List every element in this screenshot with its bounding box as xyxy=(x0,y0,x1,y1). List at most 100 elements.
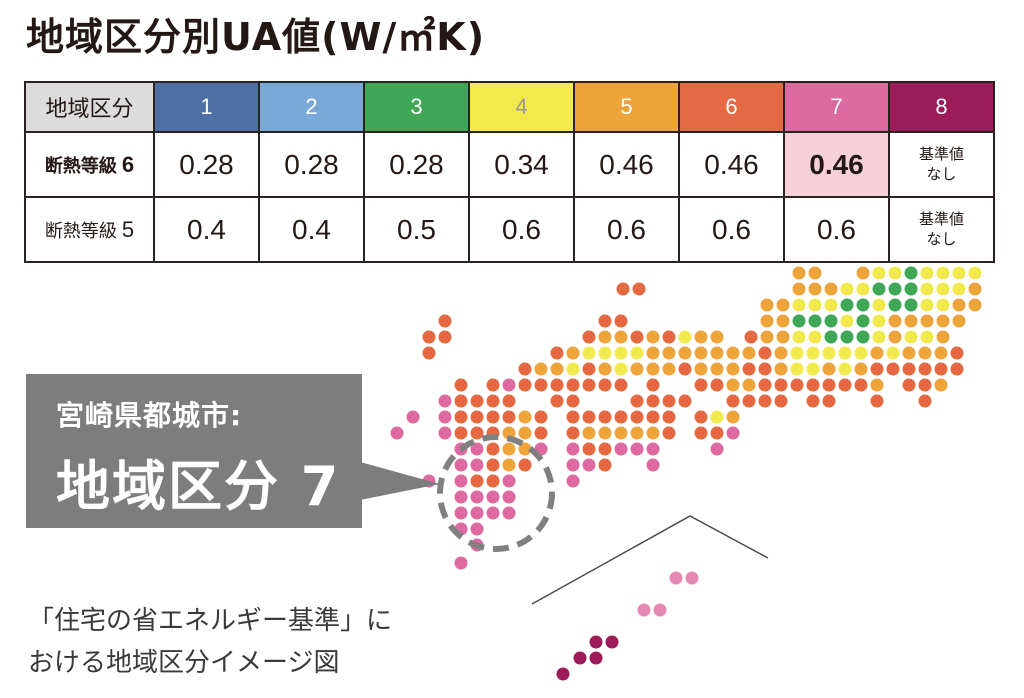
map-dot-zone-5 xyxy=(918,346,932,360)
map-dot-zone-6 xyxy=(950,346,964,360)
map-dot-zone-4 xyxy=(872,266,886,280)
map-dot-zone-6 xyxy=(486,378,500,392)
map-dot-zone-6 xyxy=(598,442,612,456)
map-dot-zone-4 xyxy=(872,330,886,344)
map-dot-zone-5 xyxy=(776,330,790,344)
map-dot-zone-5 xyxy=(888,330,902,344)
map-dot-zone-7 xyxy=(470,458,484,472)
table-cell-no-standard: 基準値 なし xyxy=(888,131,995,198)
map-dot-zone-6 xyxy=(822,394,836,408)
map-dot-zone-7 xyxy=(406,410,420,424)
map-dot-zone-4 xyxy=(678,330,692,344)
map-dot-zone-6 xyxy=(454,426,468,440)
map-dot-zone-6 xyxy=(518,378,532,392)
row-label-grade-6: 断熱等級 6 xyxy=(24,131,155,198)
map-dot-zone-5 xyxy=(518,442,532,456)
map-dot-zone-5 xyxy=(774,362,788,376)
map-dot-zone-6 xyxy=(486,394,500,408)
no-standard-line2: なし xyxy=(926,165,957,183)
zone-header-7: 7 xyxy=(783,81,890,133)
table-cell: 0.34 xyxy=(468,131,575,198)
map-dot-zone-6 xyxy=(838,378,852,392)
map-dot-zone-5 xyxy=(710,346,724,360)
map-dot-zone-6 xyxy=(598,314,612,328)
map-dot-zone-5 xyxy=(760,330,774,344)
no-standard-line1: 基準値 xyxy=(918,145,964,163)
map-dot-zone-6 xyxy=(438,314,452,328)
map-dot-zone-7 xyxy=(454,474,468,488)
map-dot-zone-8 xyxy=(556,667,570,681)
map-dot-zone-6 xyxy=(710,426,724,440)
map-dot-zone-3 xyxy=(888,282,902,296)
table-cell-highlighted: 0.46 xyxy=(783,131,890,198)
map-dot-zone-6 xyxy=(726,394,740,408)
table-cell: 0.28 xyxy=(258,131,365,198)
map-dot-zone-4 xyxy=(886,346,900,360)
row-label-text: 断熱等級 xyxy=(44,155,117,176)
map-dot-zone-7 xyxy=(470,522,484,536)
map-dot-zone-4 xyxy=(952,282,966,296)
map-dot-zone-7 xyxy=(582,458,596,472)
map-dot-zone-3 xyxy=(824,330,838,344)
map-dot-zone-6 xyxy=(758,346,772,360)
map-dot-zone-4 xyxy=(792,298,806,312)
map-dot-zone-6 xyxy=(550,346,564,360)
map-dot-zone-5 xyxy=(518,410,532,424)
map-dot-zone-5 xyxy=(870,346,884,360)
map-dot-zone-5 xyxy=(662,346,676,360)
table-cell: 0.46 xyxy=(573,131,680,198)
map-dot-zone-7 xyxy=(438,394,452,408)
map-dot-zone-4 xyxy=(920,330,934,344)
map-dot-zone-7 xyxy=(566,442,580,456)
map-dot-zone-6 xyxy=(566,426,580,440)
map-dot-zone-6 xyxy=(918,394,932,408)
map-dot-zone-5 xyxy=(502,442,516,456)
map-dot-zone-4 xyxy=(936,266,950,280)
map-dot-zone-6 xyxy=(454,410,468,424)
map-dot-zone-6 xyxy=(918,378,932,392)
table-cell: 0.28 xyxy=(363,131,470,198)
map-dot-zone-5 xyxy=(550,362,564,376)
map-dot-zone-6 xyxy=(534,378,548,392)
map-dot-zone-6 xyxy=(758,362,772,376)
map-dot-zone-8 xyxy=(605,635,619,649)
map-dot-zone-7 xyxy=(566,474,580,488)
map-dot-zone-6 xyxy=(470,410,484,424)
map-dot-zone-5 xyxy=(742,378,756,392)
map-dot-zone-5 xyxy=(854,362,868,376)
map-dot-zone-8 xyxy=(589,635,603,649)
page-title: 地域区分別UA値(W/㎡K) xyxy=(26,15,486,59)
zone-header-6: 6 xyxy=(678,81,785,133)
map-dot-zone-4 xyxy=(854,346,868,360)
zone-header-3: 3 xyxy=(363,81,470,133)
map-dot-zone-4 xyxy=(888,266,902,280)
map-dot-zone-4 xyxy=(936,282,950,296)
map-dot-zone-5 xyxy=(952,314,966,328)
table-header-row: 地域区分 1 2 3 4 5 6 7 8 xyxy=(24,81,995,133)
map-dot-zone-5 xyxy=(694,330,708,344)
map-dot-zone-3 xyxy=(808,314,822,328)
header-region-label: 地域区分 xyxy=(24,81,155,133)
map-dot-zone-6 xyxy=(616,282,630,296)
zone-header-5: 5 xyxy=(573,81,680,133)
map-dot-zone-6 xyxy=(918,362,932,376)
map-dot-zone-5 xyxy=(710,330,724,344)
zone-header-1: 1 xyxy=(153,81,260,133)
map-dot-zone-4 xyxy=(598,346,612,360)
map-dot-zone-6 xyxy=(662,426,676,440)
map-dot-zone-6 xyxy=(678,362,692,376)
map-dot-zone-5 xyxy=(952,298,966,312)
row-label-text: 断熱等級 xyxy=(44,220,117,241)
map-dot-zone-7 xyxy=(486,506,500,520)
map-dot-zone-5 xyxy=(776,314,790,328)
callout-pointer xyxy=(360,462,440,500)
map-dot-zone-5 xyxy=(566,346,580,360)
map-dot-zone-5 xyxy=(518,426,532,440)
map-dot-zone-3 xyxy=(824,314,838,328)
map-dot-zone-5 xyxy=(742,346,756,360)
map-dot-zone-6 xyxy=(598,458,612,472)
map-dot-zone-6 xyxy=(454,394,468,408)
map-dot-zone-4 xyxy=(920,266,934,280)
map-dot-zone-6 xyxy=(582,378,596,392)
map-dot-zone-3 xyxy=(888,298,902,312)
